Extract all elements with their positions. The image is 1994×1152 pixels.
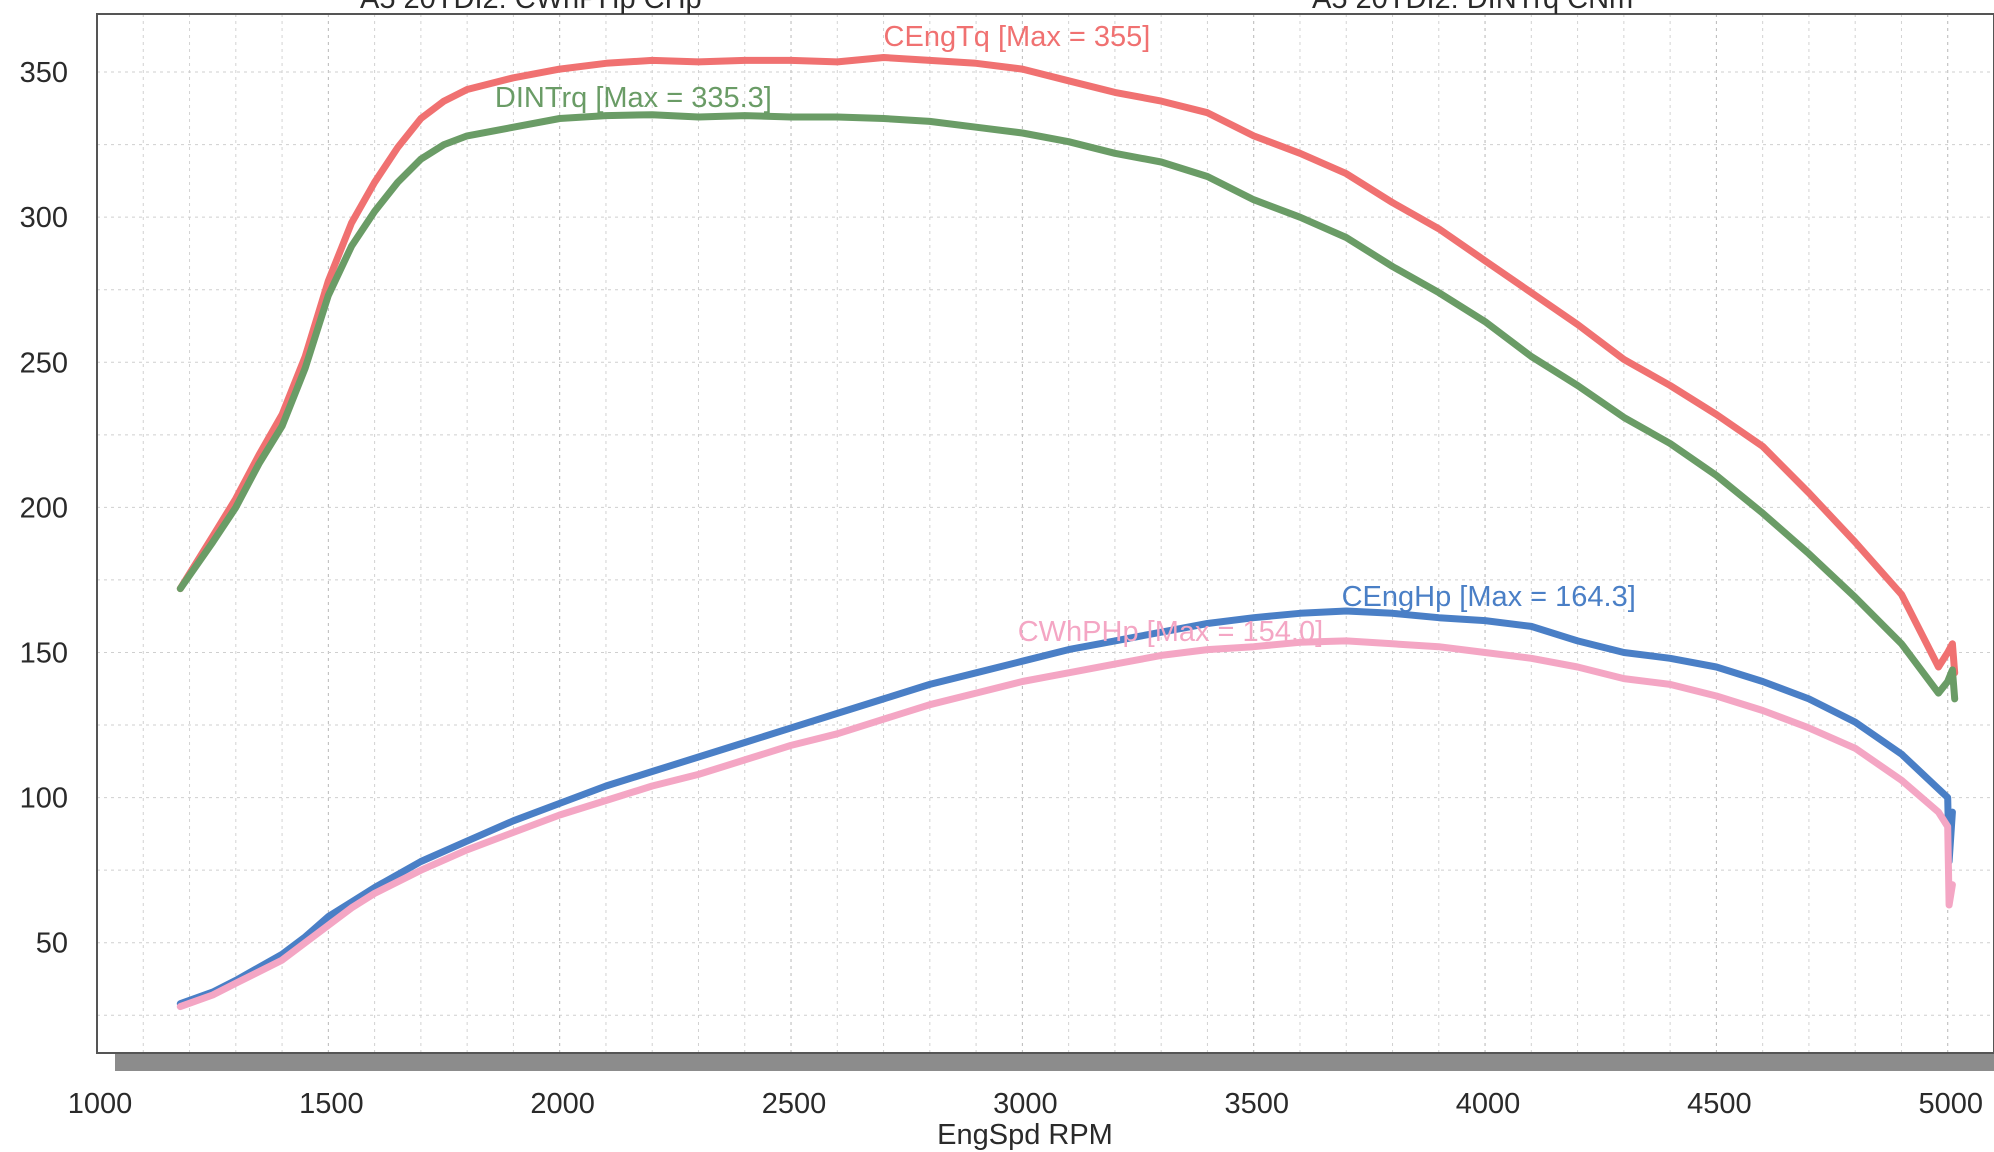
x-tick-label: 4000 (1456, 1088, 1521, 1120)
x-tick-label: 1500 (299, 1088, 364, 1120)
y-tick-label: 350 (20, 57, 68, 89)
header-left-text: A5 20TDI2: CWhPHp CHp (360, 0, 702, 15)
y-tick-label: 150 (20, 637, 68, 669)
x-tick-label: 2000 (530, 1088, 595, 1120)
series-label-cwhphp: CWhPHp [Max = 154.0] (1018, 616, 1323, 648)
x-tick-label: 4500 (1687, 1088, 1752, 1120)
series-label-dintrq: DINTrq [Max = 335.3] (495, 82, 772, 114)
y-tick-label: 50 (36, 928, 68, 960)
x-tick-label: 1000 (68, 1088, 133, 1120)
plot-frame (96, 13, 1994, 1054)
series-label-cenghp: CEngHp [Max = 164.3] (1342, 581, 1636, 613)
series-labels: CEngTq [Max = 355] DINTrq [Max = 335.3] CE… (495, 21, 1636, 648)
y-tick-label: 100 (20, 783, 68, 815)
header-right-text: A5 20TDI2: DINTrq CNm (1312, 0, 1633, 15)
x-axis-label: EngSpd RPM (937, 1119, 1113, 1151)
y-tick-label: 200 (20, 492, 68, 524)
plot-shadow-bottom (115, 1053, 1994, 1071)
series-line-cenghp (176, 607, 1956, 1008)
x-axis-ticks: 1000 1500 2000 2500 3000 3500 4000 4500 5000 (68, 1088, 1983, 1120)
y-axis-ticks: 50 100 150 200 250 300 350 (20, 57, 68, 960)
series-lines (176, 54, 1959, 1011)
grid (96, 14, 1994, 1053)
x-tick-label: 5000 (1918, 1088, 1983, 1120)
y-tick-label: 250 (20, 347, 68, 379)
x-tick-label: 3500 (1224, 1088, 1289, 1120)
series-line-cengtq (176, 54, 1959, 677)
x-tick-label: 3000 (993, 1088, 1058, 1120)
series-line-cwhphp (176, 637, 1956, 1011)
series-line-dintrq (176, 111, 1959, 703)
x-tick-label: 2500 (762, 1088, 827, 1120)
y-tick-label: 300 (20, 202, 68, 234)
series-label-cengtq: CEngTq [Max = 355] (884, 21, 1151, 53)
